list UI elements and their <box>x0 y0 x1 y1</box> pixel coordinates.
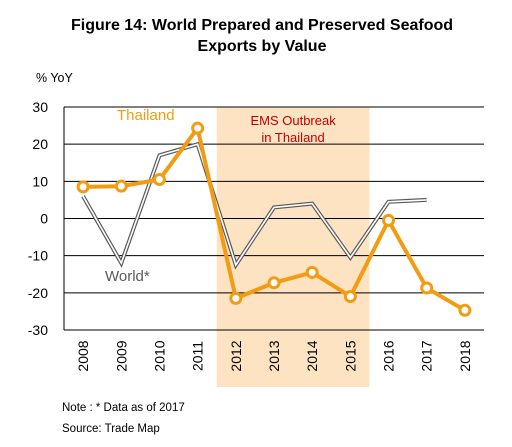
series-point-thailand <box>191 121 205 135</box>
x-tick-label: 2009 <box>113 340 129 371</box>
chart-title-line2: Exports by Value <box>198 38 327 55</box>
y-tick-label: 10 <box>32 173 48 189</box>
x-tick-label: 2008 <box>75 340 91 371</box>
y-tick-label: 30 <box>32 99 48 115</box>
series-point-thailand <box>458 303 472 317</box>
series-point-thailand <box>382 213 396 227</box>
x-tick-label: 2016 <box>381 340 397 371</box>
series-point-thailand <box>343 290 357 304</box>
note-text: Note : * Data as of 2017 <box>62 402 185 414</box>
legend-thailand-label: Thailand <box>117 107 175 124</box>
source-text: Source: Trade Map <box>62 423 160 435</box>
x-tick-label: 2011 <box>190 341 206 371</box>
y-tick-label: -30 <box>28 322 48 338</box>
y-axis-label: % YoY <box>36 71 74 85</box>
series-point-thailand <box>267 276 281 290</box>
y-tick-labels: 30 20 10 0 -10 -20 -30 <box>28 99 48 338</box>
x-tick-label: 2013 <box>266 340 282 371</box>
series-point-thailand <box>420 281 434 295</box>
series-point-thailand <box>305 265 319 279</box>
x-tick-label: 2010 <box>151 340 167 371</box>
band-label-line1: EMS Outbreak <box>250 113 336 128</box>
legend-world-label: World* <box>105 268 150 285</box>
series-point-thailand <box>76 180 90 194</box>
series-group <box>76 121 472 317</box>
y-tick-label: 20 <box>32 136 48 152</box>
y-tick-label: -10 <box>28 248 48 264</box>
x-tick-label: 2018 <box>457 340 473 371</box>
series-point-thailand <box>229 291 243 305</box>
band-label-line2: in Thailand <box>261 130 324 145</box>
x-tick-labels: 2008 2009 2010 2011 2012 2013 2014 2015 2016 2017… <box>75 340 473 371</box>
series-point-thailand <box>114 179 128 193</box>
chart-title-line1: Figure 14: World Prepared and Preserved … <box>71 17 453 34</box>
x-tick-label: 2014 <box>304 340 320 371</box>
x-tick-label: 2012 <box>228 340 244 371</box>
x-tick-label: 2017 <box>419 340 435 371</box>
x-tick-label: 2015 <box>342 340 358 371</box>
grid <box>64 106 484 331</box>
series-line-world <box>82 143 427 267</box>
y-tick-label: 0 <box>40 211 48 227</box>
y-tick-label: -20 <box>28 285 48 301</box>
series-point-thailand <box>152 172 166 186</box>
